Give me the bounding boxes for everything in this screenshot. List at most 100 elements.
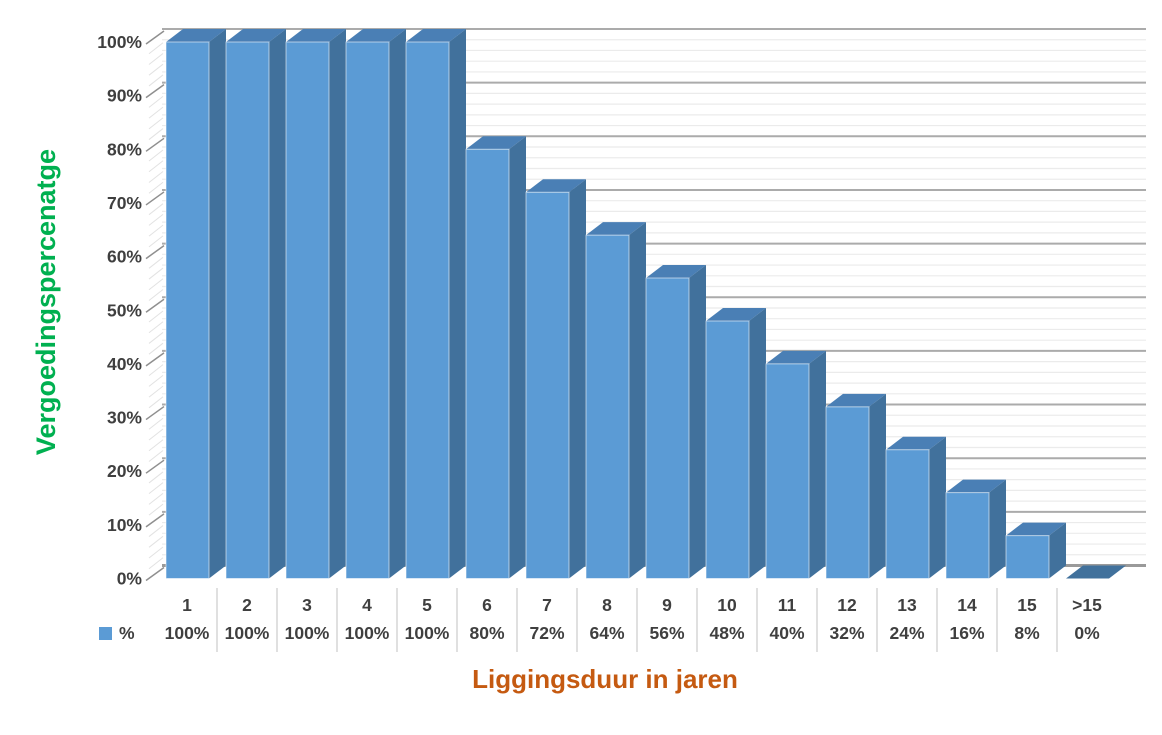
minor-tick <box>148 53 164 65</box>
category-label: 8 <box>602 595 612 615</box>
category-label: 3 <box>302 595 312 615</box>
bar-front <box>945 492 990 579</box>
bar-side <box>1049 522 1066 579</box>
value-label: 100% <box>345 623 390 643</box>
y-tick-label: 60% <box>107 247 142 267</box>
major-tick <box>145 352 165 367</box>
minor-tick <box>148 364 164 377</box>
value-label: 0% <box>1074 623 1100 643</box>
legend-label: % <box>119 623 135 643</box>
major-tick <box>145 405 165 421</box>
bar-front <box>585 234 630 579</box>
y-axis-title: Vergoedingspercenatge <box>31 148 61 456</box>
category-label: 1 <box>182 595 192 615</box>
minor-tick <box>148 557 164 570</box>
bar-front <box>465 148 510 579</box>
minor-tick <box>148 128 164 140</box>
minor-tick <box>148 310 164 323</box>
bar-zero-floor <box>1066 565 1126 579</box>
major-tick <box>145 298 165 313</box>
category-label: 6 <box>482 595 492 615</box>
bar-top <box>646 265 706 279</box>
bar-side <box>749 307 766 579</box>
minor-tick <box>148 171 164 183</box>
category-label: 11 <box>778 595 797 615</box>
minor-tick <box>148 503 164 516</box>
major-tick <box>145 459 165 474</box>
bar-side <box>689 265 706 579</box>
minor-tick <box>148 203 164 216</box>
major-tick <box>145 513 165 528</box>
bar-side <box>569 179 586 579</box>
y-tick-label: 40% <box>107 354 142 374</box>
major-tick <box>145 84 165 99</box>
major-tick <box>145 566 165 582</box>
minor-tick <box>148 525 164 537</box>
bar-top <box>886 436 946 450</box>
category-label: 9 <box>662 595 672 615</box>
y-tick-label: 70% <box>107 193 142 213</box>
bar-front <box>825 406 870 579</box>
legend: % <box>99 623 135 643</box>
category-label: 4 <box>362 595 372 615</box>
category-label: 7 <box>542 595 552 615</box>
minor-tick <box>148 149 164 162</box>
bar-front <box>705 320 750 579</box>
bar-top <box>286 29 346 42</box>
bar-front <box>765 363 810 579</box>
bar-side <box>989 479 1006 579</box>
category-label: 12 <box>837 595 857 615</box>
category-label: 13 <box>897 595 917 615</box>
minor-tick <box>148 417 164 430</box>
bar-top <box>946 479 1006 493</box>
minor-tick <box>148 342 164 355</box>
y-tick-label: 10% <box>107 515 142 535</box>
y-tick-label: 100% <box>97 32 142 52</box>
minor-tick <box>148 450 164 462</box>
bar-side <box>929 436 946 579</box>
bar-side <box>269 29 286 579</box>
bar-side <box>329 29 346 579</box>
minor-tick <box>148 385 164 398</box>
bar-top <box>226 29 286 42</box>
bar-front <box>885 449 930 579</box>
value-label: 64% <box>589 623 624 643</box>
bar-front <box>405 41 450 579</box>
bar-side <box>809 350 826 579</box>
y-tick-label: 90% <box>107 86 142 106</box>
bar-front <box>165 41 210 579</box>
category-label: 2 <box>242 595 252 615</box>
bar-top <box>826 393 886 407</box>
minor-tick <box>148 278 164 291</box>
bar-side <box>869 393 886 579</box>
minor-tick <box>148 224 164 237</box>
y-tick-label: 0% <box>117 569 143 589</box>
bar-front <box>285 41 330 579</box>
value-label: 100% <box>285 623 330 643</box>
bar-side <box>389 29 406 579</box>
minor-tick <box>148 256 164 269</box>
minor-tick <box>148 160 164 173</box>
value-label: 100% <box>405 623 450 643</box>
major-tick <box>145 191 165 206</box>
minor-tick <box>148 535 164 548</box>
value-label: 8% <box>1014 623 1040 643</box>
minor-tick <box>148 95 164 108</box>
value-label: 100% <box>165 623 210 643</box>
major-tick <box>145 137 165 152</box>
bar-front <box>525 191 570 579</box>
bar-side <box>449 29 466 579</box>
minor-tick <box>148 63 164 76</box>
bar-top <box>166 29 226 42</box>
bar-front <box>345 41 390 579</box>
minor-tick <box>148 74 164 87</box>
minor-tick <box>148 439 164 452</box>
value-label: 24% <box>889 623 924 643</box>
major-tick <box>145 244 165 260</box>
minor-tick <box>148 482 164 495</box>
category-label: 5 <box>422 595 432 615</box>
bar-front <box>225 41 270 579</box>
minor-tick <box>148 396 164 409</box>
